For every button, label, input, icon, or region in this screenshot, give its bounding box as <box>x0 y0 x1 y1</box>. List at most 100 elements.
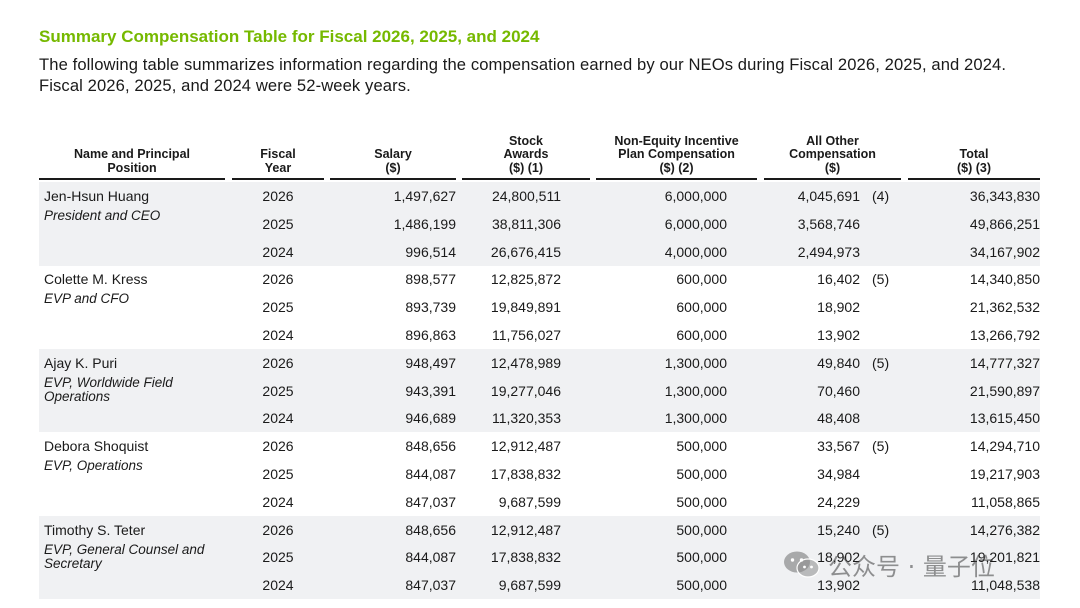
cell-total: 49,866,251 <box>969 215 1040 232</box>
cell-non-equity: 6,000,000 <box>664 215 727 232</box>
cell-fiscal-year: 2025 <box>262 215 294 232</box>
header-text: Plan Compensation <box>618 147 735 161</box>
cell-all-other: 48,408 <box>817 410 860 427</box>
header-text: Position <box>107 160 157 175</box>
row-shading <box>39 348 1040 377</box>
cell-non-equity: 4,000,000 <box>664 243 727 260</box>
cell-stock-awards: 26,676,415 <box>490 243 561 260</box>
cell-non-equity: 1,300,000 <box>664 382 727 399</box>
cell-stock-awards: 9,687,599 <box>498 577 561 594</box>
executive-title: Secretary <box>44 555 102 571</box>
cell-total: 14,777,327 <box>969 354 1040 371</box>
wechat-icon <box>784 551 820 578</box>
cell-salary: 848,656 <box>405 438 456 455</box>
cell-non-equity: 1,300,000 <box>664 410 727 427</box>
cell-all-other: 3,568,746 <box>797 215 860 232</box>
cell-salary: 943,391 <box>405 382 456 399</box>
cell-all-other: 13,902 <box>817 327 860 343</box>
executive-title: EVP, General Counsel and <box>44 541 205 557</box>
cell-non-equity: 600,000 <box>676 327 727 343</box>
cell-salary: 1,486,199 <box>393 215 456 232</box>
cell-fiscal-year: 2024 <box>262 493 294 510</box>
cell-total: 21,362,532 <box>969 299 1040 316</box>
header-text: Total <box>959 147 989 161</box>
cell-footnote: (5) <box>872 438 890 455</box>
cell-non-equity: 500,000 <box>676 466 727 482</box>
header-text: Fiscal <box>260 147 296 161</box>
cell-all-other: 34,984 <box>817 466 860 482</box>
cell-salary: 1,497,627 <box>393 188 456 204</box>
cell-all-other: 33,567 <box>817 438 860 455</box>
header-text: Year <box>264 160 292 175</box>
cell-total: 11,058,865 <box>970 493 1040 510</box>
cell-non-equity: 600,000 <box>676 299 727 316</box>
table-header: Name and Principal Position Fiscal Year … <box>0 128 1080 180</box>
header-text: Salary <box>374 147 412 161</box>
cell-stock-awards: 38,811,306 <box>491 215 561 232</box>
cell-salary: 896,863 <box>405 327 456 343</box>
cell-stock-awards: 12,912,487 <box>490 438 561 455</box>
cell-total: 14,276,382 <box>969 521 1040 538</box>
cell-total: 13,266,792 <box>969 327 1040 343</box>
watermark: 公众号 · 量子位 <box>782 546 995 582</box>
executive-title: EVP, Worldwide Field <box>44 374 173 390</box>
cell-stock-awards: 24,800,511 <box>491 188 561 204</box>
cell-salary: 898,577 <box>405 271 456 288</box>
cell-total: 19,201,821 <box>969 549 1040 566</box>
cell-non-equity: 500,000 <box>676 438 727 455</box>
cell-total: 19,217,903 <box>969 466 1040 482</box>
cell-all-other: 70,460 <box>817 382 860 399</box>
cell-non-equity: 1,300,000 <box>664 354 727 371</box>
cell-all-other: 4,045,691 <box>797 188 860 204</box>
cell-non-equity: 6,000,000 <box>664 188 727 204</box>
cell-all-other: 15,240 <box>817 521 860 538</box>
executive-title: Operations <box>44 388 111 404</box>
cell-footnote: (4) <box>872 188 890 204</box>
cell-salary: 893,739 <box>405 299 456 316</box>
header-text: Awards <box>503 147 549 161</box>
row-shading <box>39 237 1040 266</box>
cell-fiscal-year: 2026 <box>262 271 294 288</box>
header-text: Compensation <box>789 147 876 161</box>
row-shading <box>39 404 1040 433</box>
cell-all-other: 24,229 <box>817 493 860 510</box>
row-shading <box>39 376 1040 405</box>
row-shading <box>39 515 1040 544</box>
header-stock-awards: Stock Awards ($) (1) <box>462 128 590 180</box>
cell-salary: 948,497 <box>405 354 456 371</box>
cell-stock-awards: 19,277,046 <box>490 382 561 399</box>
executive-name: Ajay K. Puri <box>44 354 118 371</box>
cell-all-other: 2,494,973 <box>797 243 860 260</box>
cell-total: 14,340,850 <box>969 271 1040 288</box>
cell-stock-awards: 12,478,989 <box>490 354 561 371</box>
cell-total: 13,615,450 <box>969 410 1040 427</box>
executive-title: President and CEO <box>44 208 161 223</box>
cell-total: 21,590,897 <box>969 382 1040 399</box>
cell-total: 11,048,538 <box>970 577 1040 594</box>
cell-non-equity: 600,000 <box>676 271 727 288</box>
cell-fiscal-year: 2026 <box>262 438 294 455</box>
executive-name: Colette M. Kress <box>44 271 148 288</box>
cell-fiscal-year: 2024 <box>262 327 294 343</box>
intro-paragraph: The following table summarizes informati… <box>39 55 1007 95</box>
cell-all-other: 49,840 <box>817 354 860 371</box>
cell-all-other: 18,902 <box>817 549 860 566</box>
cell-footnote: (5) <box>872 354 890 371</box>
header-text: ($) (3) <box>956 160 992 175</box>
row-shading <box>39 543 1040 572</box>
cell-salary: 847,037 <box>405 493 456 510</box>
header-text: Non-Equity Incentive <box>614 133 739 148</box>
header-all-other: All Other Compensation ($) <box>764 128 901 180</box>
header-text: Stock <box>508 133 544 148</box>
cell-fiscal-year: 2025 <box>262 382 294 399</box>
cell-salary: 946,689 <box>405 410 456 427</box>
executive-title: EVP and CFO <box>44 291 130 307</box>
executive-name: Jen-Hsun Huang <box>44 188 150 204</box>
row-shading <box>39 182 1040 210</box>
cell-fiscal-year: 2025 <box>262 299 294 316</box>
cell-salary: 996,514 <box>405 243 456 260</box>
header-non-equity: Non-Equity Incentive Plan Compensation (… <box>596 128 757 180</box>
cell-total: 34,167,902 <box>969 243 1040 260</box>
row-shading <box>39 571 1040 600</box>
cell-salary: 844,087 <box>405 466 456 482</box>
